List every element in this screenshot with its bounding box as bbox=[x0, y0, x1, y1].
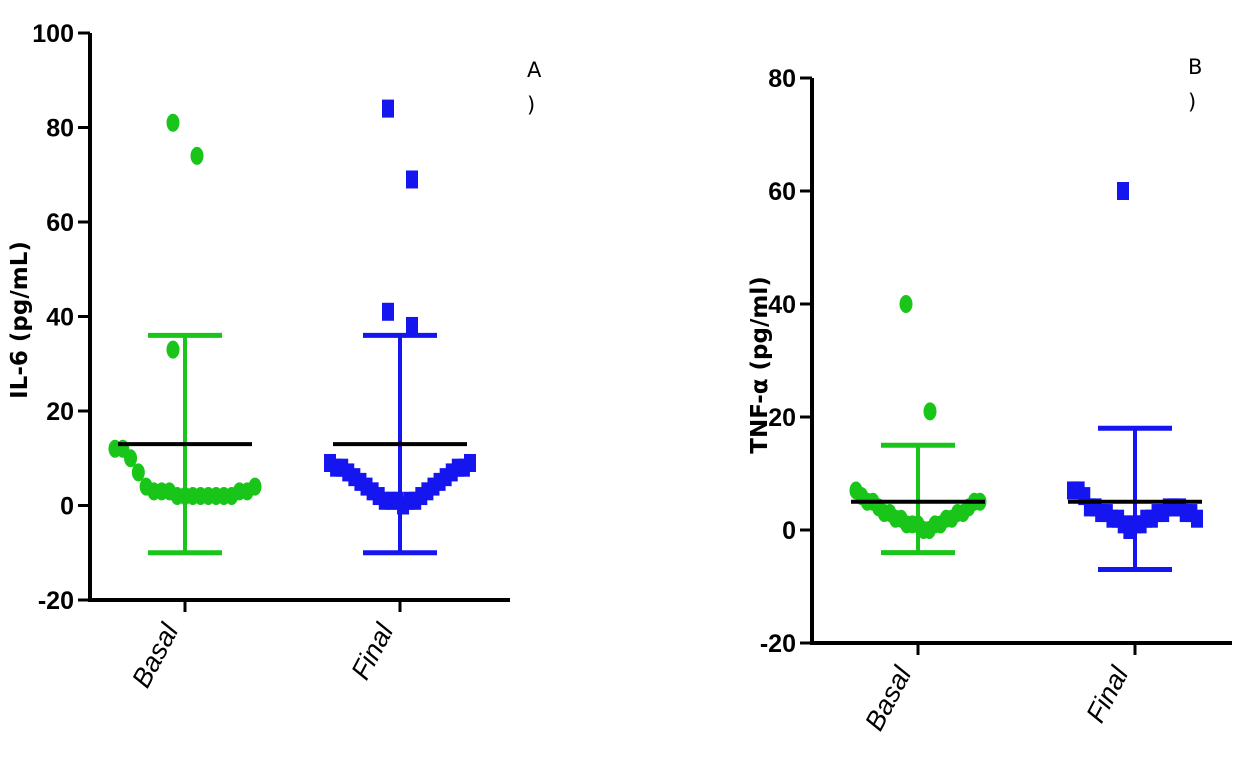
data-point bbox=[131, 463, 145, 482]
y-tick-label: 20 bbox=[768, 404, 796, 432]
y-tick-label: 40 bbox=[46, 304, 74, 332]
y-axis-label: TNF-α (pg/ml) bbox=[747, 276, 773, 454]
y-tick-label: 0 bbox=[60, 493, 74, 521]
y-tick-label: -20 bbox=[760, 630, 796, 658]
series-basal bbox=[108, 113, 262, 556]
data-point bbox=[166, 113, 180, 132]
y-tick-label: -20 bbox=[38, 587, 74, 615]
data-point bbox=[248, 477, 262, 496]
series-basal bbox=[849, 295, 987, 556]
y-tick-label: 0 bbox=[782, 517, 796, 545]
panel-label: A bbox=[527, 58, 542, 82]
x-category-label: Basal bbox=[859, 661, 918, 736]
x-category-label: Final bbox=[345, 618, 399, 685]
panel-b: -20 0 20 40 60 80 TNF-α (pg/ml) B) Basal Final bbox=[747, 55, 1232, 735]
data-point bbox=[166, 340, 180, 359]
series-final bbox=[324, 99, 476, 556]
data-point bbox=[923, 402, 937, 421]
panel-label: ) bbox=[1188, 90, 1196, 114]
data-point bbox=[1117, 182, 1129, 200]
y-tick-label: 20 bbox=[46, 398, 74, 426]
series-final bbox=[1067, 182, 1203, 573]
y-tick-label: 100 bbox=[32, 20, 74, 48]
data-point bbox=[406, 170, 418, 189]
y-tick-label: 40 bbox=[768, 291, 796, 319]
panel-label: ) bbox=[527, 93, 535, 117]
data-point bbox=[406, 316, 418, 335]
y-tick-label: 80 bbox=[46, 115, 74, 143]
data-point bbox=[382, 99, 394, 118]
data-point bbox=[382, 302, 394, 321]
data-point bbox=[190, 146, 204, 165]
data-point bbox=[124, 449, 138, 468]
y-tick-label: 80 bbox=[768, 65, 796, 93]
x-category-label: Basal bbox=[126, 618, 185, 693]
y-tick-label: 60 bbox=[768, 178, 796, 206]
y-tick-label: 60 bbox=[46, 209, 74, 237]
y-axis-label: IL-6 (pg/mL) bbox=[7, 241, 33, 399]
data-point bbox=[1191, 509, 1203, 528]
data-point bbox=[899, 295, 913, 313]
data-point bbox=[464, 453, 476, 472]
panel-a: -20 0 20 40 60 80 100 IL-6 (pg/mL) A) Basal Final bbox=[7, 20, 542, 692]
panel-label: B bbox=[1188, 55, 1202, 79]
x-category-label: Final bbox=[1080, 661, 1134, 728]
